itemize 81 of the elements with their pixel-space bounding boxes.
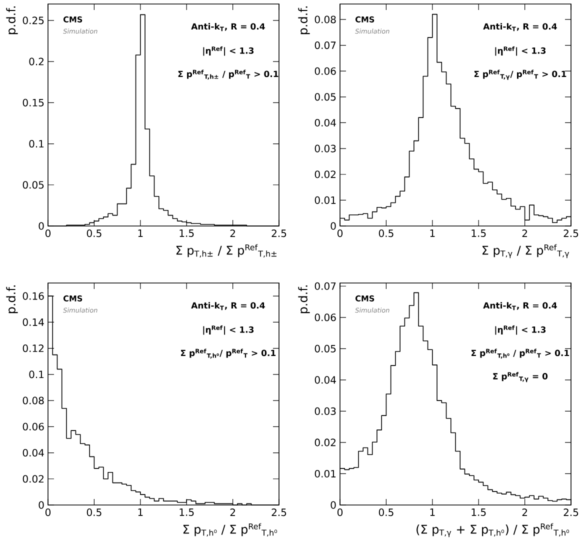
y-tick-label: 0.02 xyxy=(314,170,336,178)
annotation: |η$^{Ref}$| < 1.3 xyxy=(203,325,254,335)
y-tick-label: 0.01 xyxy=(314,470,336,478)
annotation: |η$^{Ref}$| < 1.3 xyxy=(495,325,546,335)
y-axis-title: p.d.f. xyxy=(298,6,310,34)
x-tick-label: 2 xyxy=(522,508,527,516)
y-tick-label: 0 xyxy=(38,222,44,230)
y-tick-label: 0.15 xyxy=(22,98,44,106)
x-tick-label: 2 xyxy=(230,508,235,516)
annotation: CMS xyxy=(355,295,374,302)
y-tick-label: 0.04 xyxy=(314,118,336,127)
x-axis-title: Σ p$_{T,h±}$ / Σ p$^{Ref}$T,h± xyxy=(176,244,276,258)
annotation: Σ p$^{Ref}$$_{T,h⁰}$/ p$^{Ref}$$_{T}$ > 0.1 xyxy=(181,348,276,359)
x-tick-label: 2.5 xyxy=(564,508,578,516)
x-tick-label: 0.5 xyxy=(378,230,394,238)
x-tick-label: 1.5 xyxy=(180,230,194,237)
y-tick-label: 0.06 xyxy=(314,314,336,322)
annotation: |η$^{Ref}$| < 1.3 xyxy=(203,46,254,56)
x-tick-label: 2.5 xyxy=(272,230,286,238)
x-tick-label: 2 xyxy=(230,230,235,237)
x-tick-label: 1 xyxy=(138,230,143,237)
y-tick-label: 0.04 xyxy=(314,376,336,384)
y-tick-label: 0.08 xyxy=(314,16,336,24)
y-tick-label: 0.12 xyxy=(22,344,44,352)
y-tick-label: 0.14 xyxy=(22,318,44,326)
y-tick-label: 0.2 xyxy=(29,58,44,66)
y-tick-label: 0.05 xyxy=(314,344,336,352)
x-axis-title: Σ p$_{T,h⁰}$ / Σ p$^{Ref}$T,h⁰ xyxy=(183,523,278,537)
annotation: Σ p$^{Ref}$$_{T,γ}$/ p$^{Ref}$$_{T}$ > 0.1 xyxy=(474,70,566,80)
y-tick-label: 0.06 xyxy=(314,67,336,75)
x-tick-label: 1 xyxy=(430,230,435,237)
x-tick-label: 0.5 xyxy=(86,508,102,516)
y-tick-label: 0 xyxy=(330,501,336,509)
y-tick-label: 0.06 xyxy=(22,422,44,430)
x-tick-label: 2 xyxy=(522,230,527,237)
y-axis-title: p.d.f. xyxy=(6,285,18,314)
x-tick-label: 0 xyxy=(45,508,51,516)
y-axis-title: p.d.f. xyxy=(6,6,18,34)
x-tick-label: 2.5 xyxy=(272,508,286,516)
annotation: Σ p$^{Ref}$$_{T,h±}$ / p$^{Ref}$$_{T}$ > 0.1 xyxy=(178,70,278,80)
x-tick-label: 0 xyxy=(45,230,51,238)
y-tick-label: 0.04 xyxy=(22,448,44,457)
y-tick-label: 0.02 xyxy=(314,438,336,446)
x-axis-title: Σ p$_{T,γ}$ / Σ p$^{Ref}$T,γ xyxy=(482,244,570,258)
x-tick-label: 0.5 xyxy=(378,508,394,516)
y-tick-label: 0.1 xyxy=(29,370,44,378)
annotation: Anti-k$_{T}$, R = 0.4 xyxy=(191,302,265,310)
x-tick-label: 2.5 xyxy=(564,230,578,238)
y-tick-label: 0.02 xyxy=(22,475,44,483)
y-tick-label: 0.03 xyxy=(314,144,336,152)
x-tick-label: 0 xyxy=(337,230,343,238)
y-tick-label: 0.1 xyxy=(29,140,44,148)
annotation: CMS xyxy=(63,16,82,22)
annotation: CMS xyxy=(63,295,82,302)
y-tick-label: 0.01 xyxy=(314,196,336,204)
annotation: |η$^{Ref}$| < 1.3 xyxy=(495,46,546,56)
y-tick-label: 0.08 xyxy=(22,396,44,404)
y-tick-label: 0.07 xyxy=(314,282,336,290)
x-tick-label: 1.5 xyxy=(472,508,486,516)
x-tick-label: 1.5 xyxy=(472,230,486,237)
annotation: Σ p$^{Ref}$$_{T,h⁰}$ / p$^{Ref}$$_{T}$ > 0.1 xyxy=(472,348,570,359)
x-axis-title: (Σ p$_{T,γ}$ + Σ p$_{T,h⁰}$) / Σ p$^{Ref}$T,h⁰ xyxy=(416,523,570,538)
annotation: Anti-k$_{T}$, R = 0.4 xyxy=(483,23,557,32)
annotation: Anti-k$_{T}$, R = 0.4 xyxy=(483,302,557,310)
annotation: CMS xyxy=(355,16,374,22)
annotation: Anti-k$_{T}$, R = 0.4 xyxy=(191,23,265,32)
y-tick-label: 0 xyxy=(38,501,44,509)
y-tick-label: 0.05 xyxy=(314,93,336,101)
y-tick-label: 0.25 xyxy=(22,16,44,24)
annotation: Σ p$^{Ref}$$_{T,γ}$ = 0 xyxy=(493,372,548,382)
y-tick-label: 0.05 xyxy=(22,181,44,189)
y-tick-label: 0.07 xyxy=(314,42,336,50)
y-tick-label: 0.03 xyxy=(314,407,336,415)
x-tick-label: 1.5 xyxy=(180,508,194,516)
y-tick-label: 0 xyxy=(330,222,336,230)
y-axis-title: p.d.f. xyxy=(298,285,310,314)
x-tick-label: 1 xyxy=(138,508,143,516)
x-tick-label: 0.5 xyxy=(86,230,102,238)
y-tick-label: 0.16 xyxy=(22,292,44,300)
x-tick-label: 1 xyxy=(430,508,435,516)
x-tick-label: 0 xyxy=(337,508,343,516)
